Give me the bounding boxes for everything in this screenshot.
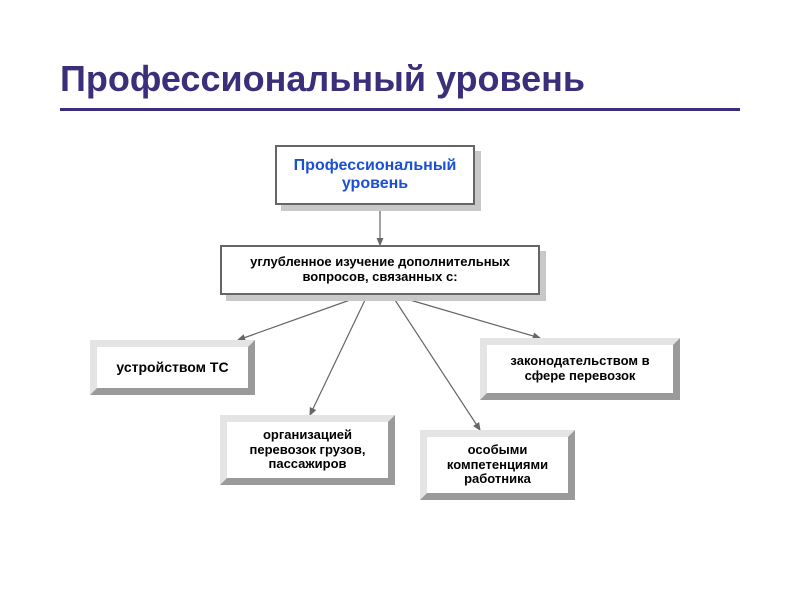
node-label: особыми компетенциями работника bbox=[433, 443, 562, 488]
node-label: Профессиональный уровень bbox=[285, 157, 465, 194]
node-ts: устройством ТС bbox=[90, 340, 255, 395]
page-title: Профессиональный уровень bbox=[60, 58, 585, 100]
node-label: организацией перевозок грузов, пассажиро… bbox=[233, 428, 382, 473]
node-org: организацией перевозок грузов, пассажиро… bbox=[220, 415, 395, 485]
node-label: углубленное изучение дополнительных вопр… bbox=[230, 255, 530, 285]
node-study: углубленное изучение дополнительных вопр… bbox=[220, 245, 540, 295]
node-law: законодательством в сфере перевозок bbox=[480, 338, 680, 400]
node-comp: особыми компетенциями работника bbox=[420, 430, 575, 500]
connector bbox=[395, 300, 480, 430]
node-root: Профессиональный уровень bbox=[275, 145, 475, 205]
node-label: законодательством в сфере перевозок bbox=[493, 354, 667, 384]
title-underline bbox=[60, 108, 740, 111]
connector bbox=[310, 300, 365, 415]
node-label: устройством ТС bbox=[116, 359, 228, 375]
connector bbox=[238, 300, 350, 340]
connector bbox=[410, 300, 540, 338]
